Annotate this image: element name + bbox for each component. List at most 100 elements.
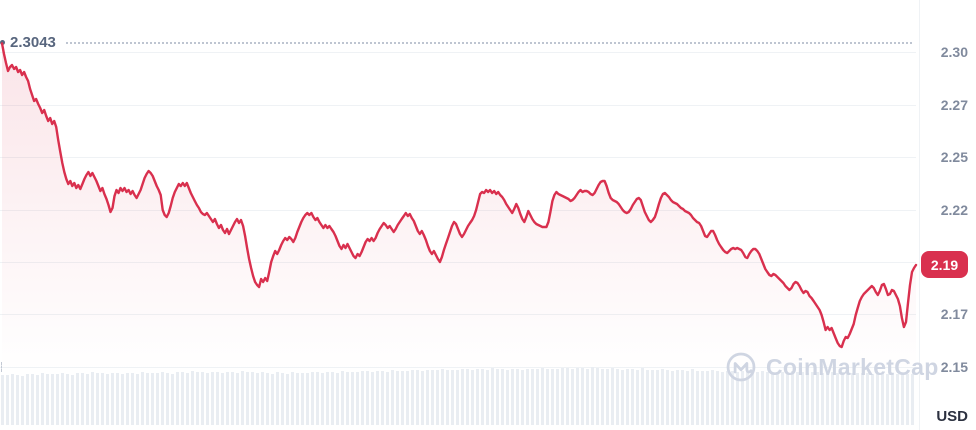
volume-bar bbox=[241, 371, 244, 425]
volume-bar bbox=[106, 373, 109, 425]
volume-bar bbox=[161, 372, 164, 425]
volume-bar bbox=[611, 368, 614, 425]
gridline bbox=[0, 210, 916, 211]
volume-bar bbox=[391, 369, 394, 425]
volume-bar bbox=[91, 372, 94, 425]
volume-bar bbox=[726, 370, 729, 425]
volume-bar bbox=[326, 371, 329, 425]
volume-bar bbox=[676, 369, 679, 425]
volume-bar bbox=[646, 369, 649, 425]
volume-bar bbox=[906, 374, 909, 425]
volume-bar bbox=[811, 371, 814, 425]
volume-bar bbox=[636, 369, 639, 425]
volume-bar bbox=[346, 371, 349, 425]
volume-bar bbox=[291, 371, 294, 425]
coinmarketcap-watermark: CoinMarketCap bbox=[725, 351, 939, 383]
volume-bar bbox=[541, 367, 544, 425]
volume-bar bbox=[211, 371, 214, 425]
volume-bar bbox=[371, 372, 374, 425]
volume-bar bbox=[601, 368, 604, 425]
volume-bar bbox=[606, 369, 609, 425]
volume-bar bbox=[396, 370, 399, 425]
volume-bar bbox=[876, 372, 879, 425]
axis-right-border bbox=[919, 0, 920, 430]
volume-bar bbox=[861, 372, 864, 425]
volume-bar bbox=[836, 372, 839, 425]
volume-bar bbox=[286, 373, 289, 425]
y-tick-label: 2.15 bbox=[940, 359, 968, 375]
volume-bar bbox=[651, 369, 654, 425]
volume-bar bbox=[196, 372, 199, 425]
volume-bar bbox=[721, 372, 724, 425]
volume-bar bbox=[686, 370, 689, 425]
volume-bar bbox=[176, 371, 179, 425]
volume-bar bbox=[96, 373, 99, 425]
volume-bar bbox=[566, 368, 569, 425]
volume-bar bbox=[86, 373, 89, 425]
volume-bar bbox=[116, 373, 119, 425]
volume-bar bbox=[766, 372, 769, 425]
volume-bar bbox=[411, 369, 414, 425]
volume-bar bbox=[681, 370, 684, 425]
volume-bar bbox=[556, 368, 559, 425]
volume-bar bbox=[76, 372, 79, 425]
volume-bar bbox=[166, 372, 169, 425]
volume-bar bbox=[466, 369, 469, 425]
volume-bar bbox=[801, 372, 804, 425]
volume-bar bbox=[136, 373, 139, 425]
volume-bar bbox=[416, 370, 419, 425]
all-time-high-dotted-line bbox=[66, 42, 912, 44]
volume-bar bbox=[361, 371, 364, 425]
volume-bar bbox=[186, 372, 189, 425]
volume-bar bbox=[41, 373, 44, 425]
volume-bar bbox=[451, 369, 454, 425]
volume-bar bbox=[516, 369, 519, 425]
volume-bar bbox=[706, 371, 709, 425]
volume-bar bbox=[436, 370, 439, 425]
y-tick-label: 2.17 bbox=[940, 306, 968, 322]
volume-bar bbox=[251, 372, 254, 425]
volume-bar bbox=[46, 374, 49, 425]
volume-bar bbox=[621, 369, 624, 425]
volume-bar bbox=[776, 371, 779, 425]
volume-bar bbox=[481, 369, 484, 425]
volume-bar bbox=[256, 372, 259, 425]
volume-bar bbox=[246, 372, 249, 425]
volume-bar bbox=[496, 369, 499, 425]
volume-bar bbox=[901, 373, 904, 425]
volume-bar bbox=[311, 372, 314, 425]
volume-bar bbox=[561, 367, 564, 425]
volume-bar bbox=[911, 373, 914, 425]
volume-bar bbox=[141, 372, 144, 425]
volume-bar bbox=[746, 371, 749, 425]
volume-bar bbox=[331, 372, 334, 425]
volume-bar bbox=[506, 369, 509, 425]
gridline bbox=[0, 52, 916, 53]
volume-bar bbox=[401, 370, 404, 425]
last-price-badge: 2.19 bbox=[921, 251, 968, 278]
volume-bar bbox=[1, 375, 4, 425]
volume-bar bbox=[711, 370, 714, 425]
volume-bar bbox=[31, 374, 34, 425]
volume-bar bbox=[576, 367, 579, 425]
volume-bar bbox=[81, 373, 84, 425]
volume-bar bbox=[296, 372, 299, 425]
y-tick-label: 2.30 bbox=[940, 44, 968, 60]
volume-bar bbox=[11, 374, 14, 425]
volume-bar bbox=[816, 372, 819, 425]
volume-bar bbox=[701, 370, 704, 425]
volume-bar bbox=[886, 374, 889, 425]
volume-bar bbox=[26, 374, 29, 425]
volume-bar bbox=[111, 372, 114, 425]
volume-bar bbox=[831, 372, 834, 425]
axis-origin-tick bbox=[1, 362, 3, 372]
volume-bar bbox=[426, 369, 429, 425]
volume-bar bbox=[881, 373, 884, 425]
volume-bar bbox=[151, 372, 154, 425]
volume-bar bbox=[321, 373, 324, 425]
volume-bar bbox=[131, 373, 134, 425]
volume-bar bbox=[6, 375, 9, 425]
y-tick-label: 2.25 bbox=[940, 149, 968, 165]
